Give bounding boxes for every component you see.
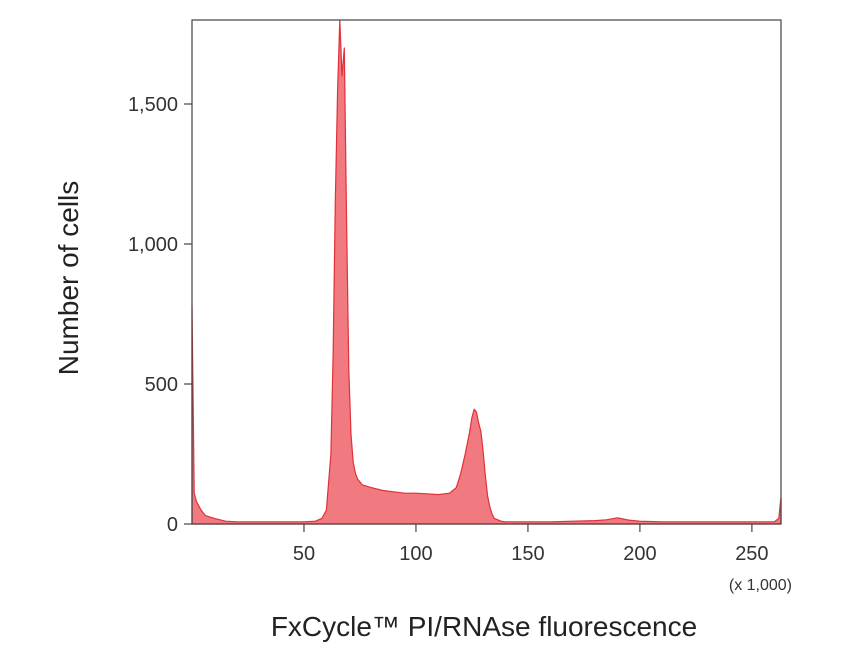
x-tick-label: 100: [399, 543, 432, 565]
y-tick-label: 1,000: [128, 234, 178, 256]
x-tick-label: 250: [735, 543, 768, 565]
y-tick-label: 1,500: [128, 94, 178, 116]
y-tick-label: 500: [145, 374, 178, 396]
y-tick-label: 0: [167, 514, 178, 536]
x-tick-label: 50: [293, 543, 315, 565]
x-axis-unit-note: (x 1,000): [729, 577, 792, 594]
axes: [191, 19, 782, 525]
x-tick-label: 200: [623, 543, 656, 565]
plot-area: [191, 19, 782, 525]
plot-frame: [191, 19, 782, 525]
x-axis-ticks: 50 100 150 200 250: [293, 524, 769, 565]
histogram-area: [191, 19, 782, 525]
y-axis-title: Number of cells: [53, 181, 84, 376]
x-axis-title: FxCycle™ PI/RNAse fluorescence: [271, 611, 697, 642]
y-axis-ticks: 0 500 1,000 1,500: [128, 94, 192, 536]
x-tick-label: 150: [511, 543, 544, 565]
